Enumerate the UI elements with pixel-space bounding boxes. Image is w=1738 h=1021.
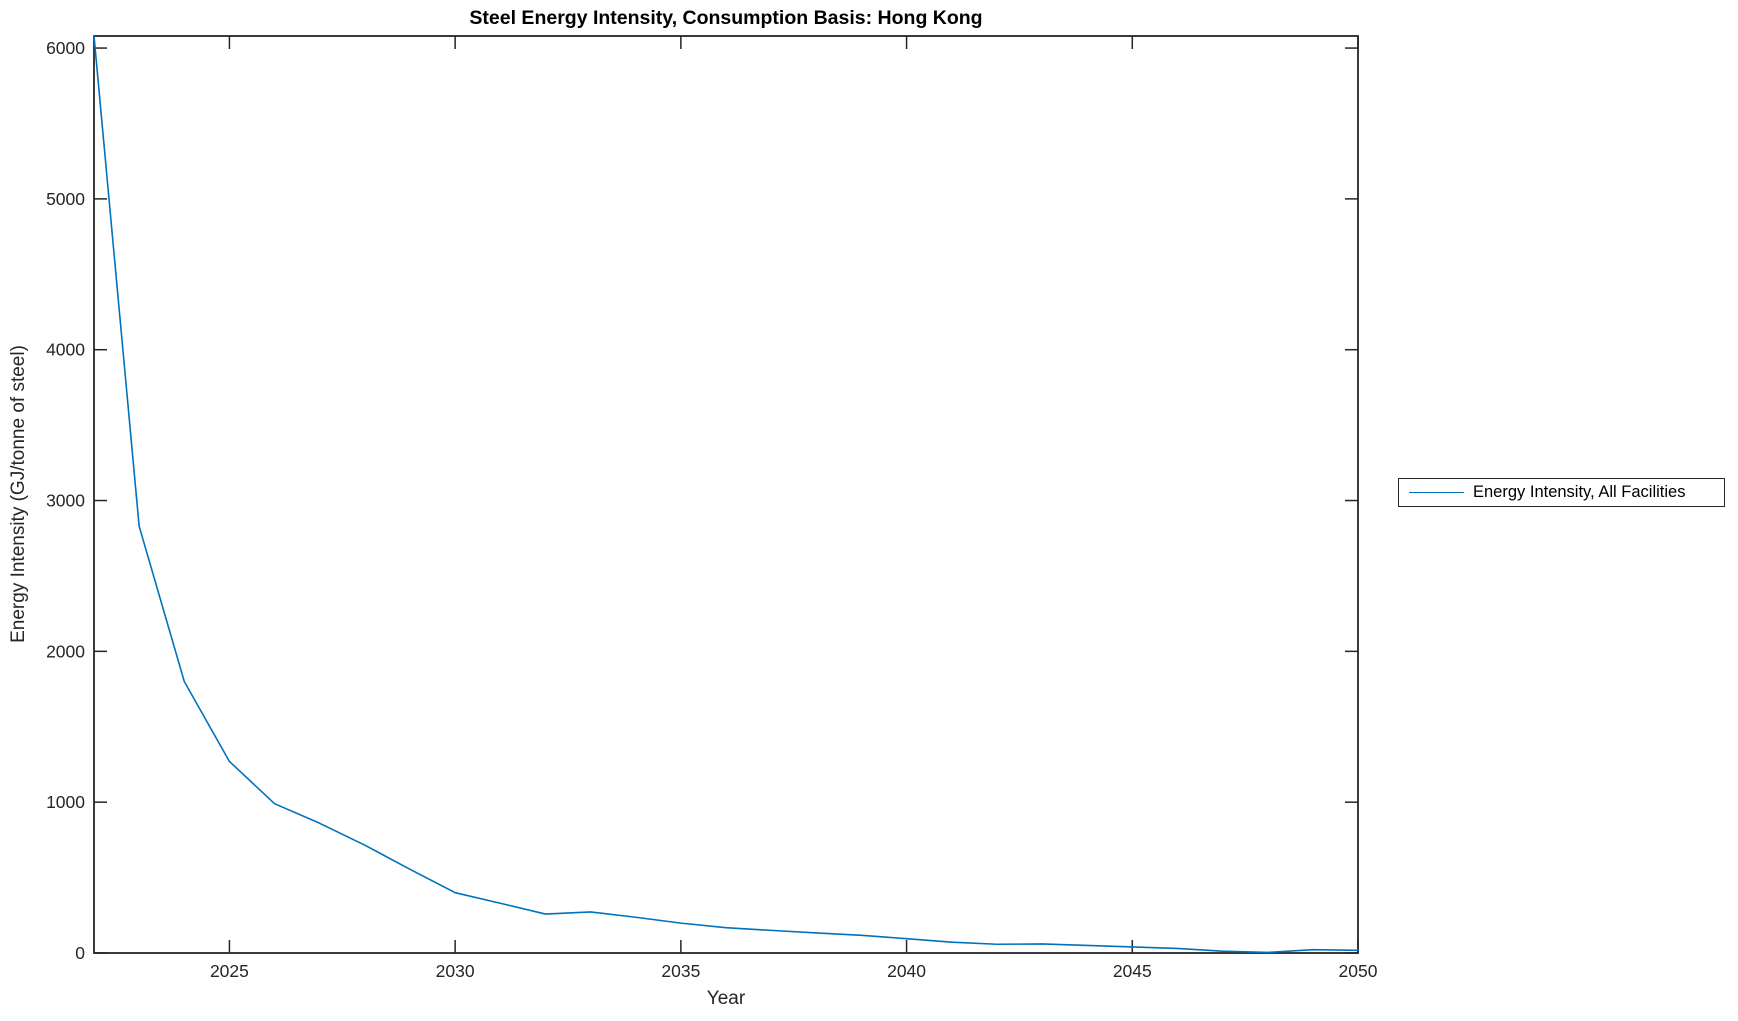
legend-label: Energy Intensity, All Facilities — [1473, 483, 1686, 501]
chart-title: Steel Energy Intensity, Consumption Basi… — [469, 7, 983, 29]
y-tick-label: 3000 — [46, 491, 85, 511]
x-tick-label: 2025 — [210, 961, 249, 981]
y-tick-label: 0 — [75, 943, 85, 963]
y-tick-label: 4000 — [46, 340, 85, 360]
y-axis-label: Energy Intensity (GJ/tonne of steel) — [8, 345, 29, 643]
x-tick-label: 2035 — [661, 961, 700, 981]
legend-line-sample-icon — [1409, 492, 1464, 493]
y-tick-label: 6000 — [46, 38, 85, 58]
x-tick-label: 2045 — [1113, 961, 1152, 981]
x-tick-label: 2030 — [436, 961, 475, 981]
y-tick-label: 5000 — [46, 189, 85, 209]
x-axis-label: Year — [706, 988, 746, 1009]
series-line — [93, 35, 1359, 954]
axes-box — [93, 35, 1359, 954]
x-tick-label: 2040 — [887, 961, 926, 981]
y-tick-label: 1000 — [46, 792, 85, 812]
y-tick-label: 2000 — [46, 641, 85, 661]
x-tick-label: 2050 — [1339, 961, 1378, 981]
legend-box: Energy Intensity, All Facilities — [1398, 478, 1725, 507]
